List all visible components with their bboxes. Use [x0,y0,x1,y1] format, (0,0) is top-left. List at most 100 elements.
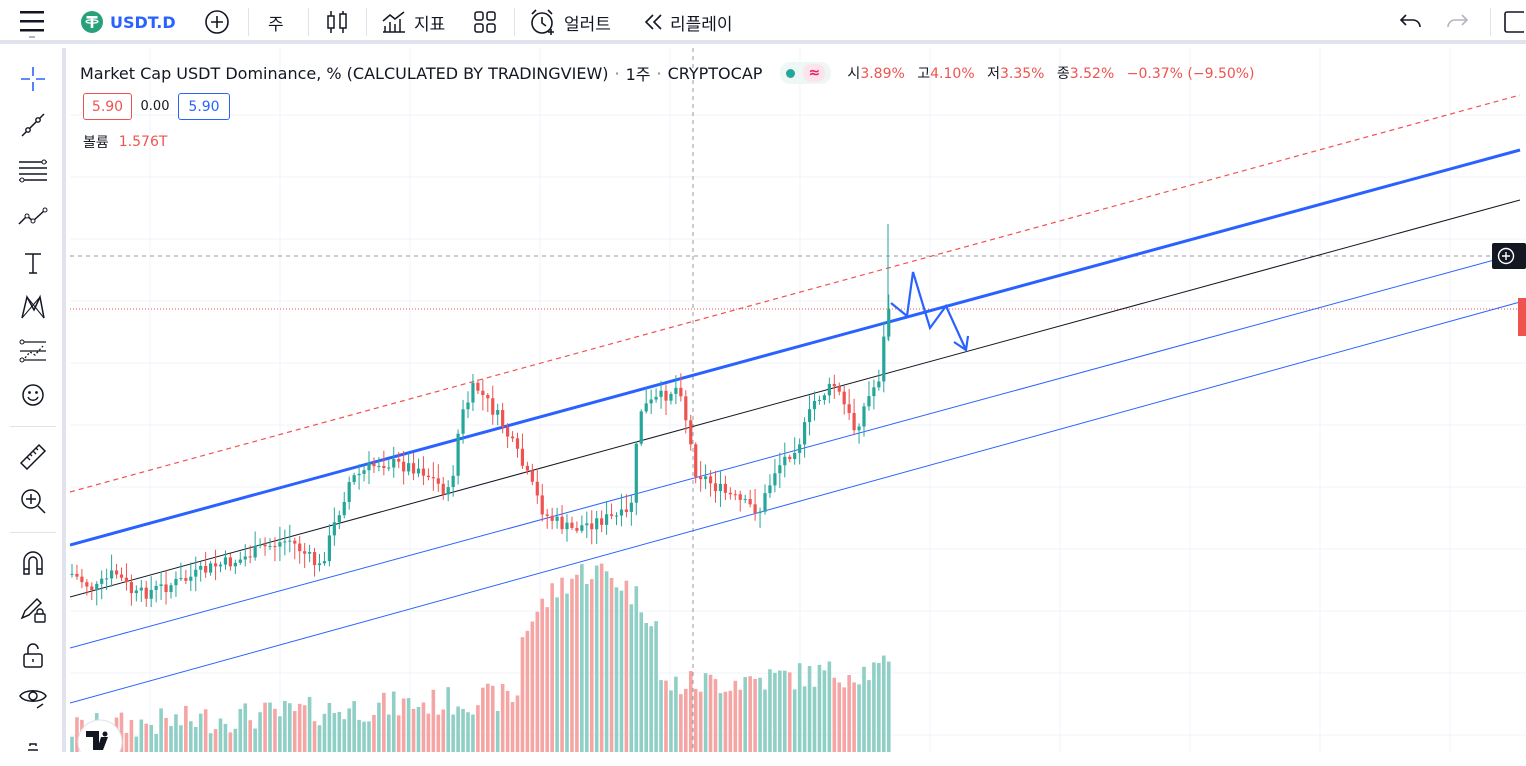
toolbar-divider [366,8,367,36]
tradingview-logo[interactable] [77,719,123,752]
long-position-icon [19,339,46,363]
smiley-icon [22,384,44,406]
alarm-clock-icon [531,9,554,35]
unlock-icon [23,643,43,668]
plus-circle-icon [205,10,229,34]
prediction-tool[interactable] [14,332,52,370]
trend-line-icon [21,113,45,137]
legend-title[interactable]: Market Cap USDT Dominance, % (CALCULATED… [80,63,609,83]
window-icon [1504,11,1524,33]
fib-tool[interactable] [14,152,52,190]
volume-label: 볼륨 [83,135,109,151]
crosshair-icon [21,67,45,91]
trash-tool[interactable] [14,728,52,766]
crosshair-lines [70,48,1495,752]
price-chart[interactable] [70,48,1526,752]
replay-label: 리플레이 [670,14,733,35]
crosshair-tool[interactable] [14,60,52,98]
zoom-tool[interactable] [14,482,52,520]
toolbar-divider [1490,8,1491,36]
channel-upper-dashed[interactable] [70,94,1521,493]
close-label: 종 [1056,66,1070,82]
open-value: 3.89% [860,66,905,82]
interval-button[interactable]: 주 [268,6,284,38]
sell-price: 5.90 [91,98,124,115]
menu-button[interactable] [14,6,50,38]
volume-legend[interactable]: 볼륨 1.576T [83,131,167,153]
top-toolbar: USDT.D 주 지표 얼러트 리플레이 [0,0,1526,44]
indicators-button[interactable]: 지표 [380,6,445,38]
indicators-icon [382,11,405,33]
hide-drawings-tool[interactable] [14,678,52,716]
chart-type-button[interactable] [324,6,350,38]
stay-in-drawing-tool[interactable] [14,590,52,628]
grid-icon [474,11,496,33]
high-label: 고 [917,66,931,82]
sidebar-divider [10,532,56,533]
legend-dot: · [656,63,662,83]
drawing-toolbar [0,48,66,752]
emoji-tool[interactable] [14,376,52,414]
lock-drawings-tool[interactable] [14,636,52,674]
close-value: 3.52% [1069,66,1115,82]
high-value: 4.10% [930,66,975,82]
indicators-label: 지표 [414,14,446,35]
regression-channel[interactable] [70,94,1521,704]
add-alert-button[interactable] [1492,243,1526,269]
ruler-tool[interactable] [14,436,52,474]
trash-icon [28,743,38,751]
compare-button[interactable] [204,6,230,38]
legend-dot: · [614,63,620,83]
legend-exchange: CRYPTOCAP [667,63,763,83]
sell-button[interactable]: 5.90 [83,93,132,120]
symbol-button[interactable]: USDT.D [80,6,176,38]
price-axis-marker [1518,298,1526,336]
market-status-badge[interactable]: ≈ [780,62,832,84]
spread-text: 0.00 [140,99,170,114]
layouts-button[interactable] [472,6,498,38]
trend-line-tool[interactable] [14,106,52,144]
toolbar-divider [308,8,309,36]
candlesticks [70,224,891,608]
redo-button[interactable] [1444,6,1470,38]
zoom-in-icon [21,489,46,514]
undo-button[interactable] [1398,6,1424,38]
volume-value: 1.576T [118,134,168,150]
chart-legend[interactable]: Market Cap USDT Dominance, % (CALCULATED… [80,60,1255,86]
delayed-data-icon: ≈ [803,64,826,82]
open-label: 시 [847,66,861,82]
replay-button[interactable]: 리플레이 [642,6,733,38]
channel-bottom-line[interactable] [70,301,1521,704]
redo-icon [1447,14,1469,28]
channel-main-line[interactable] [70,148,1521,547]
toolbar-divider [514,8,515,36]
channel-midline[interactable] [70,199,1521,598]
fib-retracement-icon [19,159,47,183]
undo-icon [1399,14,1421,28]
text-tool[interactable] [14,244,52,282]
grid-lines [70,48,1526,752]
fullscreen-button[interactable] [1502,6,1524,38]
patterns-icon [18,207,48,225]
alert-button[interactable]: 얼러트 [528,6,611,38]
xabcd-tool[interactable] [14,288,52,326]
rewind-icon [644,14,662,30]
tether-icon [81,11,103,33]
spread-value: 0.00 [138,93,172,120]
hamburger-icon [20,11,44,38]
toolbar-divider [248,8,249,36]
text-icon [25,253,41,274]
eye-icon [19,690,47,709]
status-dot-icon [786,68,796,78]
chart-pane[interactable] [70,48,1526,752]
interval-label: 주 [268,14,284,35]
buy-button[interactable]: 5.90 [178,93,230,120]
projection-path[interactable] [890,271,970,352]
magnet-tool[interactable] [14,544,52,582]
patterns-tool[interactable] [14,198,52,236]
alert-label: 얼러트 [564,14,611,35]
ohlc-values: 시3.89% 고4.10% 저3.35% 종3.52% −0.37% (−9.5… [847,63,1254,83]
low-label: 저 [987,66,1000,82]
magnet-icon [23,551,43,575]
symbol-label: USDT.D [110,12,176,32]
